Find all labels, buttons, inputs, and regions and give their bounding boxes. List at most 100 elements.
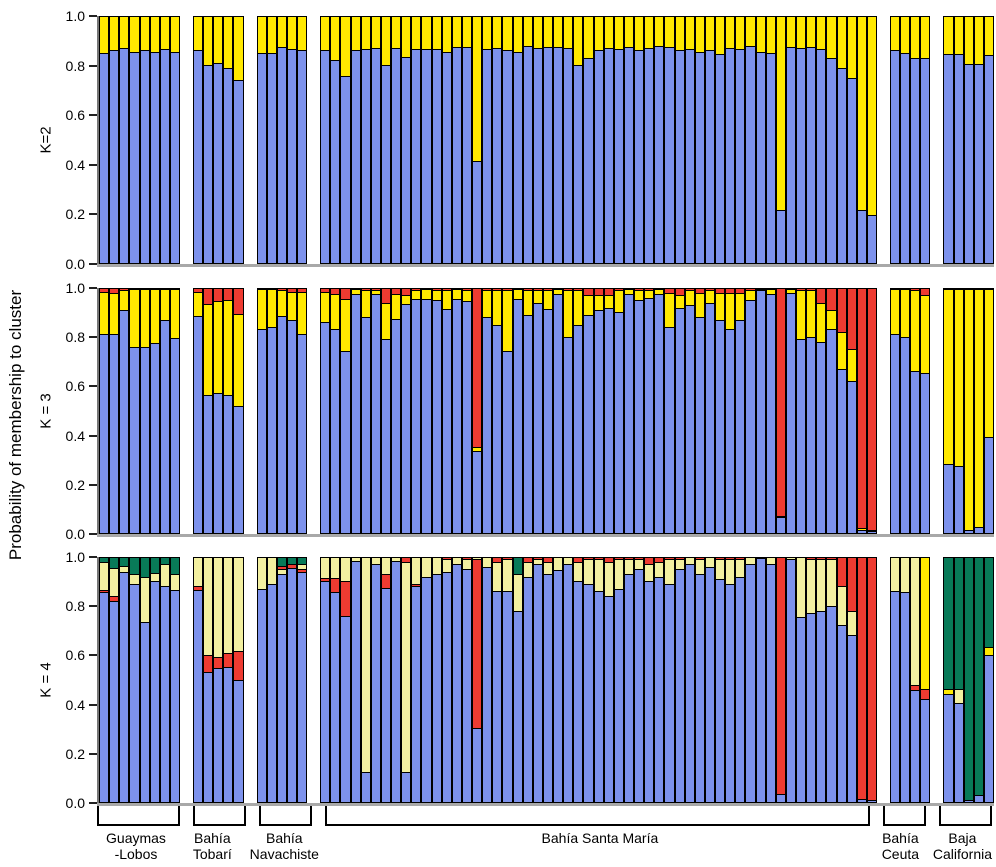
yellow-cluster-segment <box>170 17 179 53</box>
blue-cluster-segment <box>944 55 953 263</box>
red-cluster-segment <box>964 289 973 291</box>
blue-cluster-segment <box>911 58 920 263</box>
yellow-cluster-segment <box>321 292 330 324</box>
population-group <box>256 16 308 264</box>
blue-cluster-segment <box>543 47 553 263</box>
yellow-cluster-segment <box>726 293 735 331</box>
blue-cluster-segment <box>361 772 370 802</box>
admixture-bar <box>826 288 837 534</box>
admixture-bar <box>603 557 614 803</box>
blue-cluster-segment <box>675 51 684 263</box>
blue-cluster-segment <box>584 58 593 263</box>
blue-cluster-segment <box>267 584 276 802</box>
blue-cluster-segment <box>847 78 856 263</box>
population-group <box>192 16 244 264</box>
blue-cluster-segment <box>513 52 522 263</box>
blue-cluster-segment <box>675 308 684 533</box>
group-bracket <box>192 806 246 826</box>
yellow-cluster-segment <box>371 17 380 49</box>
yellow-cluster-segment <box>140 17 149 52</box>
admixture-bar <box>223 16 234 264</box>
pale-yellow-cluster-segment <box>341 558 350 583</box>
green-cluster-segment <box>513 558 522 576</box>
admixture-bar <box>350 288 361 534</box>
pale-yellow-cluster-segment <box>817 560 826 612</box>
admixture-bar <box>256 16 267 264</box>
admixture-bar <box>512 288 523 534</box>
admixture-bar <box>796 557 807 803</box>
blue-cluster-segment <box>867 216 877 263</box>
blue-cluster-segment <box>736 577 745 802</box>
red-cluster-segment <box>776 289 785 518</box>
yellow-cluster-segment <box>193 17 203 52</box>
pale-yellow-cluster-segment <box>257 558 266 590</box>
pale-yellow-cluster-segment <box>624 560 634 576</box>
red-cluster-segment <box>847 289 856 351</box>
yellow-cluster-segment <box>984 290 993 438</box>
blue-cluster-segment <box>321 51 330 263</box>
pale-yellow-cluster-segment <box>564 558 573 566</box>
admixture-bar <box>806 16 817 264</box>
y-tick-label: 0.4 <box>65 696 85 713</box>
yellow-cluster-segment <box>554 290 563 296</box>
admixture-bar <box>920 16 931 264</box>
x-axis-baseline <box>97 803 994 806</box>
blue-cluster-segment <box>392 319 401 533</box>
yellow-cluster-segment <box>624 17 634 48</box>
group-label: Baja California <box>932 830 992 863</box>
red-cluster-segment <box>120 289 129 292</box>
red-cluster-segment <box>533 558 542 561</box>
red-cluster-segment <box>645 289 654 292</box>
yellow-cluster-segment <box>351 290 360 296</box>
blue-cluster-segment <box>130 52 139 263</box>
blue-cluster-segment <box>150 343 159 533</box>
admixture-bar <box>943 288 954 534</box>
yellow-cluster-segment <box>944 689 953 695</box>
y-tick-mark <box>89 654 97 657</box>
red-cluster-segment <box>635 289 644 292</box>
y-tick-label: 0.6 <box>65 107 85 124</box>
admixture-bar <box>149 557 160 803</box>
admixture-bar <box>350 557 361 803</box>
green-cluster-segment <box>974 558 983 796</box>
red-cluster-segment <box>392 289 401 296</box>
blue-cluster-segment <box>298 572 307 802</box>
red-cluster-segment <box>726 289 735 294</box>
blue-cluster-segment <box>493 48 502 263</box>
admixture-bar <box>684 288 695 534</box>
blue-cluster-segment <box>533 48 542 263</box>
pale-yellow-cluster-segment <box>726 560 735 585</box>
admixture-bar <box>192 16 204 264</box>
red-cluster-segment <box>100 289 109 293</box>
admixture-bar <box>233 557 244 803</box>
blue-cluster-segment <box>224 68 233 263</box>
green-cluster-segment <box>120 558 129 567</box>
blue-cluster-segment <box>120 48 129 263</box>
group-labels: Guaymas -Lobos Bahía Tobarí Bahía Navachiste B… <box>97 830 992 862</box>
admixture-bar <box>482 288 493 534</box>
admixture-bar <box>297 288 308 534</box>
y-tick-mark <box>89 533 97 535</box>
admixture-bar <box>421 288 432 534</box>
blue-cluster-segment <box>452 565 461 802</box>
red-cluster-segment <box>665 289 674 294</box>
red-cluster-segment <box>402 289 411 297</box>
red-cluster-segment <box>110 597 119 602</box>
red-cluster-segment <box>705 289 715 292</box>
red-cluster-segment <box>473 560 482 729</box>
admixture-bar <box>340 557 351 803</box>
admixture-bar <box>129 288 140 534</box>
blue-cluster-segment <box>901 337 910 533</box>
blue-cluster-segment <box>462 302 472 533</box>
blue-cluster-segment <box>564 48 573 263</box>
yellow-cluster-segment <box>901 17 910 54</box>
red-cluster-segment <box>827 289 836 311</box>
admixture-bar <box>644 288 655 534</box>
admixture-bar <box>542 288 554 534</box>
yellow-cluster-segment <box>847 17 856 79</box>
yellow-cluster-segment <box>543 17 553 48</box>
blue-cluster-segment <box>452 299 461 533</box>
yellow-cluster-segment <box>351 17 360 52</box>
admixture-bar <box>213 288 224 534</box>
admixture-bar <box>715 16 726 264</box>
